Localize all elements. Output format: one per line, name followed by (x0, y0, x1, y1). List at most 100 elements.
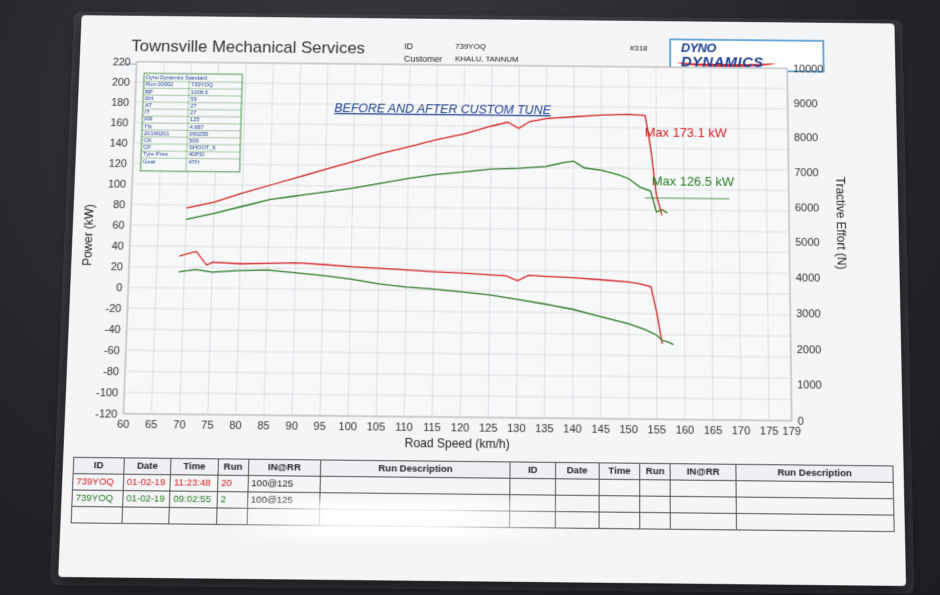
info-table-key: BP (145, 89, 153, 95)
runs-cell (599, 512, 640, 529)
y-tick-label: -60 (104, 345, 120, 357)
annotation-max-run20: Max 173.1 kW (645, 125, 728, 141)
info-table-value: 4TH (188, 160, 199, 166)
info-table-key: CF (143, 145, 151, 151)
runs-cell (640, 496, 670, 513)
y-tick-label: -120 (95, 408, 118, 421)
x-tick-label: 90 (285, 420, 298, 432)
x-tick-label: 145 (591, 424, 610, 437)
y2-tick-label: 2000 (797, 344, 822, 356)
y-tick-label: 80 (113, 199, 126, 211)
x-tick-label: 125 (479, 422, 498, 435)
runs-header-cell: Run (218, 459, 249, 476)
info-table-key: CK (143, 138, 151, 144)
info-table-value: 125 (190, 118, 200, 124)
x-tick-label: 100 (338, 421, 357, 434)
y-tick-label: 220 (113, 57, 131, 69)
runs-cell (510, 478, 555, 495)
y-tick-label: 40 (111, 240, 124, 252)
runs-header-cell: Date (123, 458, 171, 475)
runs-cell: 20 (217, 475, 248, 492)
y-axis-label: Power (kW) (80, 204, 97, 266)
annotation-max-run2: Max 126.5 kW (652, 173, 735, 189)
info-table-value: 4.687 (189, 125, 204, 131)
y2-tick-label: 8000 (794, 132, 818, 144)
x-tick-label: 165 (704, 425, 723, 438)
x-tick-label: 115 (423, 422, 441, 435)
runs-header-cell: ID (510, 462, 555, 479)
dyno-chart: 60 65 70 75 80 85 90 95 100 105 110 115 120 125 130 135… (63, 15, 903, 467)
info-table-key: AT (145, 103, 153, 109)
x-tick-label: 135 (535, 423, 554, 436)
runs-header-cell: IN@RR (670, 464, 736, 481)
x-tick-label: 160 (676, 424, 695, 437)
x-tick-label: 150 (619, 424, 638, 437)
runs-cell (169, 507, 217, 524)
runs-header-cell: Run Description (321, 460, 511, 478)
runs-cell: 09:02:55 (170, 491, 218, 508)
y-tick-label: 160 (110, 117, 129, 129)
x-tick-label: 60 (117, 419, 130, 431)
runs-header-cell: ID (73, 457, 124, 474)
info-table-key: Gear (143, 159, 156, 165)
info-table-value: 090255 (189, 132, 208, 138)
runs-cell (555, 479, 599, 496)
y-tick-label: 140 (109, 138, 128, 150)
runs-cell (122, 507, 170, 524)
runs-header-cell: Run Description (736, 464, 893, 482)
x-axis-label: Road Speed (km/h) (404, 436, 509, 452)
runs-cell: 100@125 (248, 476, 321, 493)
runs-cell (640, 480, 670, 497)
info-table-key: RH (145, 96, 153, 102)
y2-tick-label: 0 (798, 416, 804, 428)
runs-header-cell: Time (599, 463, 640, 480)
runs-cell (670, 480, 736, 497)
runs-header-cell: Run (640, 463, 670, 480)
runs-cell: 01-02-19 (123, 474, 171, 491)
runs-cell (640, 512, 670, 529)
y2-tick-label: 10000 (793, 64, 823, 76)
info-table-key: Tyre Pres (143, 152, 168, 158)
info-table-title: Dyno Dynamics Standard (146, 75, 207, 81)
runs-cell (320, 476, 510, 494)
y2-tick-label: 1000 (797, 380, 822, 393)
runs-cell (737, 513, 895, 531)
y2-tick-label: 6000 (795, 202, 819, 214)
info-table-value: 40PSI (188, 153, 204, 159)
x-tick-label: 85 (257, 420, 270, 432)
runs-cell (670, 513, 736, 530)
runs-header-cell: IN@RR (248, 459, 321, 476)
info-table-value: 59 (190, 97, 197, 103)
info-table-value: SHOOT_6 (189, 146, 216, 152)
info-table-key: Run 00002 (146, 82, 174, 88)
info-table-value: 739YOQ (191, 83, 214, 89)
y-tick-label: 200 (112, 77, 130, 89)
info-table-value: 27 (190, 104, 197, 110)
runs-cell (71, 506, 122, 523)
info-table-key: IT (145, 110, 151, 116)
runs-cell: 739YOQ (72, 474, 123, 491)
y2-axis-label: Tractive Effort (N) (833, 177, 849, 270)
y-tick-label: 0 (116, 282, 123, 294)
y-tick-label: -100 (96, 387, 119, 400)
sleeve-glare (220, 500, 580, 540)
runs-cell: 11:23:48 (170, 475, 218, 492)
x-tick-label: 170 (732, 425, 751, 438)
runs-cell: 01-02-19 (122, 491, 170, 508)
y-tick-label: 20 (111, 261, 124, 273)
y-tick-label: -20 (105, 303, 121, 315)
y2-tick-label: 9000 (793, 98, 817, 110)
x-tick-label: 175 (760, 425, 779, 438)
info-table-value: 1008.6 (191, 90, 209, 96)
runs-cell (736, 481, 893, 499)
info-table-value: 506 (189, 139, 199, 145)
y2-tick-label: 7000 (794, 167, 818, 179)
runs-cell: 739YOQ (72, 490, 123, 507)
x-tick-label: 140 (563, 423, 582, 436)
info-table-value: 27 (190, 111, 197, 117)
x-tick-label: 130 (507, 423, 526, 436)
info-table-key: 20190201 (144, 131, 170, 137)
x-tick-label: 75 (201, 419, 214, 431)
chart-title: BEFORE AND AFTER CUSTOM TUNE (334, 101, 551, 117)
x-tick-label: 120 (451, 422, 470, 435)
